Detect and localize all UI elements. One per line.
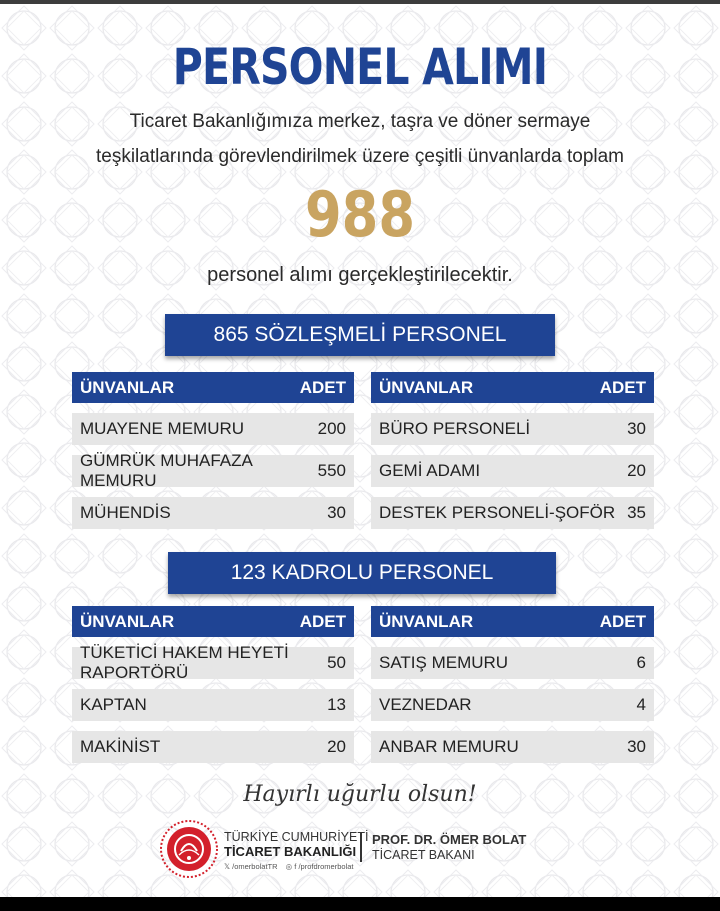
- header-count: ADET: [299, 611, 346, 631]
- row-count: 30: [327, 503, 346, 522]
- row-count: 6: [636, 653, 646, 672]
- bottom-edge-bar: [0, 897, 720, 911]
- section-banner-contract: 865 SÖZLEŞMELİ PERSONEL: [165, 314, 555, 356]
- header-titles: ÜNVANLAR: [80, 611, 175, 631]
- row-count: 4: [636, 695, 646, 714]
- table-header: ÜNVANLAR ADET: [371, 606, 654, 637]
- row-title: KAPTAN: [80, 695, 147, 714]
- row-count: 550: [317, 461, 346, 480]
- table-row: SATIŞ MEMURU 6: [371, 647, 654, 679]
- ministry-name-line-2: TİCARET BAKANLIĞI: [224, 844, 357, 859]
- row-count: 20: [627, 461, 646, 480]
- ministry-name-line-1: TÜRKİYE CUMHURİYETİ: [224, 830, 369, 844]
- intro-line-3: personel alımı gerçekleştirilecektir.: [207, 264, 513, 286]
- total-count: 988: [304, 178, 415, 251]
- table-row: MUAYENE MEMURU 200: [72, 413, 354, 445]
- row-count: 30: [627, 737, 646, 756]
- table-header: ÜNVANLAR ADET: [72, 606, 354, 637]
- header-count: ADET: [599, 611, 646, 631]
- row-title: MAKİNİST: [80, 737, 161, 756]
- table-row: BÜRO PERSONELİ 30: [371, 413, 654, 445]
- closing-message: Hayırlı uğurlu olsun!: [243, 782, 477, 807]
- row-count: 20: [327, 737, 346, 756]
- row-title: MUAYENE MEMURU: [80, 419, 245, 438]
- instagram-facebook-handle[interactable]: ◎ f /profdromerbolat: [285, 862, 354, 871]
- row-count: 13: [327, 695, 346, 714]
- header-count: ADET: [299, 377, 346, 397]
- minister-title: TİCARET BAKANI: [372, 848, 475, 862]
- table-row: GEMİ ADAMI 20: [371, 455, 654, 487]
- section-banner-permanent: 123 KADROLU PERSONEL: [168, 552, 556, 594]
- minister-name: PROF. DR. ÖMER BOLAT: [372, 832, 527, 847]
- table-row: TÜKETİCİ HAKEM HEYETİ RAPORTÖRÜ 50: [72, 643, 354, 682]
- table-header: ÜNVANLAR ADET: [72, 372, 354, 403]
- header-count: ADET: [599, 377, 646, 397]
- table-row: VEZNEDAR 4: [371, 689, 654, 721]
- table-header: ÜNVANLAR ADET: [371, 372, 654, 403]
- intro-line-1: Ticaret Bakanlığımıza merkez, taşra ve d…: [129, 111, 591, 132]
- header-titles: ÜNVANLAR: [80, 377, 175, 397]
- table-row: MÜHENDİS 30: [72, 497, 354, 529]
- table-row: KAPTAN 13: [72, 689, 354, 721]
- ministry-emblem-icon: [160, 820, 218, 878]
- row-title: MÜHENDİS: [80, 503, 171, 522]
- row-title: TÜKETİCİ HAKEM HEYETİ RAPORTÖRÜ: [80, 643, 289, 682]
- social-handles: 𝕏 /omerbolatTR ◎ f /profdromerbolat: [224, 862, 359, 871]
- permanent-table-left: ÜNVANLAR ADET TÜKETİCİ HAKEM HEYETİ RAPO…: [72, 606, 354, 763]
- row-title: BÜRO PERSONELİ: [379, 419, 531, 438]
- footer: TÜRKİYE CUMHURİYETİ TİCARET BAKANLIĞI 𝕏 …: [160, 818, 560, 880]
- table-row: ANBAR MEMURU 30: [371, 731, 654, 763]
- contract-table-right: ÜNVANLAR ADET BÜRO PERSONELİ 30 GEMİ ADA…: [371, 372, 654, 529]
- table-row: GÜMRÜK MUHAFAZA MEMURU 550: [72, 451, 354, 490]
- header-titles: ÜNVANLAR: [379, 611, 474, 631]
- intro-text: Ticaret Bakanlığımıza merkez, taşra ve d…: [40, 104, 680, 174]
- row-title: ANBAR MEMURU: [379, 737, 519, 756]
- table-row: DESTEK PERSONELİ-ŞOFÖR 35: [371, 497, 654, 529]
- row-count: 30: [627, 419, 646, 438]
- footer-divider: [360, 832, 362, 862]
- header-titles: ÜNVANLAR: [379, 377, 474, 397]
- contract-table-left: ÜNVANLAR ADET MUAYENE MEMURU 200 GÜMRÜK …: [72, 372, 354, 529]
- x-social-handle[interactable]: 𝕏 /omerbolatTR: [224, 862, 278, 871]
- permanent-table-right: ÜNVANLAR ADET SATIŞ MEMURU 6 VEZNEDAR 4 …: [371, 606, 654, 763]
- row-title: DESTEK PERSONELİ-ŞOFÖR: [379, 503, 616, 522]
- row-title: VEZNEDAR: [379, 695, 472, 714]
- row-title: GÜMRÜK MUHAFAZA MEMURU: [80, 451, 252, 490]
- row-count: 35: [627, 503, 646, 522]
- top-edge-bar: [0, 0, 720, 4]
- row-count: 50: [327, 653, 346, 672]
- page-title: PERSONEL ALIMI: [172, 38, 548, 96]
- intro-line-2: teşkilatlarında görevlendirilmek üzere ç…: [95, 146, 625, 167]
- row-title: SATIŞ MEMURU: [379, 653, 509, 672]
- row-count: 200: [317, 419, 346, 438]
- row-title: GEMİ ADAMI: [379, 461, 481, 480]
- table-row: MAKİNİST 20: [72, 731, 354, 763]
